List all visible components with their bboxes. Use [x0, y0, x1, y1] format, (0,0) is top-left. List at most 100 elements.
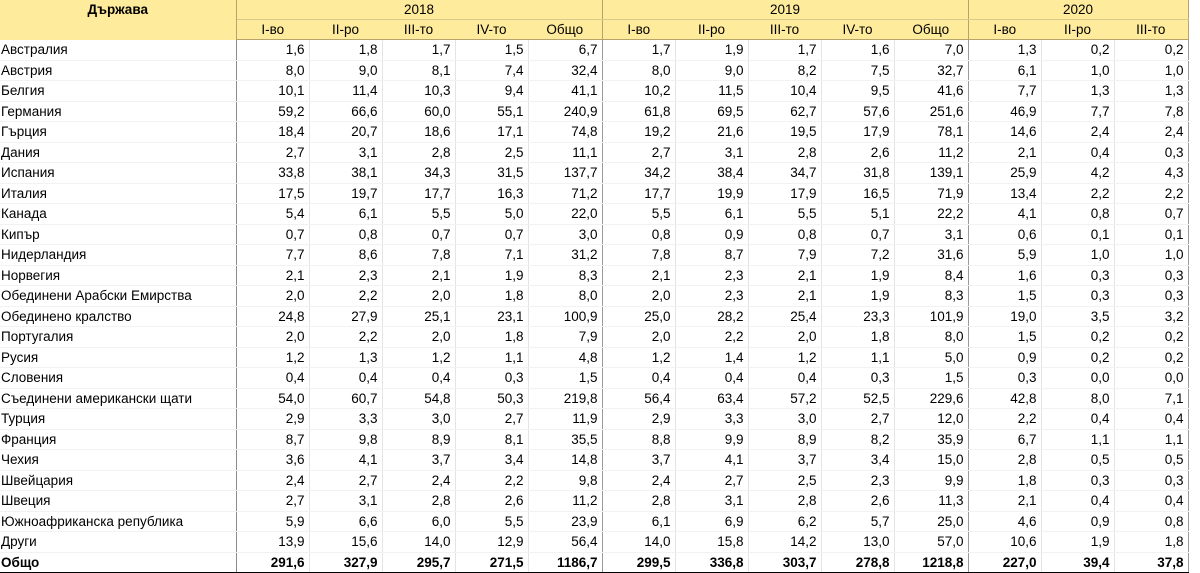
table-row: Швейцария 2,4 2,7 2,4 2,2 9,8 2,4 2,7 2,5 2,3 9,9 1… — [0, 470, 1189, 491]
value-cell: 46,9 — [968, 101, 1042, 122]
country-name: Австралия — [0, 39, 237, 61]
value-cell: 8,3 — [894, 285, 969, 307]
quarter-header: III-то — [748, 19, 822, 40]
value-cell: 3,0 — [382, 408, 456, 430]
value-cell: 2,8 — [968, 449, 1042, 471]
value-cell: 0,1 — [1114, 224, 1189, 245]
country-name: Нидерландия — [0, 244, 237, 266]
table-row: Дания 2,7 3,1 2,8 2,5 11,1 2,7 3,1 2,8 2,6 11,2 2,1… — [0, 142, 1189, 163]
value-cell: 1,9 — [675, 39, 749, 61]
value-cell: 327,9 — [309, 551, 383, 573]
value-cell: 2,8 — [382, 142, 456, 163]
value-cell: 14,0 — [602, 531, 676, 553]
country-name: Португалия — [0, 326, 237, 348]
value-cell: 6,0 — [382, 511, 456, 532]
value-cell: 2,2 — [968, 408, 1042, 430]
value-cell: 2,1 — [968, 490, 1042, 512]
value-cell: 60,0 — [382, 101, 456, 122]
value-cell: 1,5 — [968, 285, 1042, 307]
value-cell: 2,6 — [455, 490, 529, 512]
value-cell: 16,3 — [455, 183, 529, 204]
value-cell: 14,8 — [528, 449, 603, 471]
value-cell: 17,9 — [821, 121, 895, 143]
value-cell: 0,4 — [382, 367, 456, 389]
value-cell: 6,6 — [309, 511, 383, 532]
value-cell: 2,9 — [602, 408, 676, 430]
value-cell: 101,9 — [894, 306, 969, 327]
value-cell: 10,1 — [236, 80, 310, 102]
value-cell: 1,2 — [748, 347, 822, 368]
total-column-header: Общо — [528, 19, 603, 40]
table-row: Съединени американски щати 54,0 60,7 54,8 50… — [0, 388, 1189, 409]
table-row: Обединено кралство 24,8 27,9 25,1 23,1 100,9 2… — [0, 306, 1189, 327]
value-cell: 8,0 — [894, 326, 969, 348]
value-cell: 1,7 — [602, 39, 676, 61]
value-cell: 303,7 — [748, 551, 822, 573]
value-cell: 21,6 — [675, 121, 749, 143]
value-cell: 14,0 — [382, 531, 456, 553]
value-cell: 2,0 — [236, 326, 310, 348]
value-cell: 2,2 — [309, 326, 383, 348]
value-cell: 3,2 — [1114, 306, 1189, 327]
value-cell: 0,3 — [1041, 285, 1115, 307]
country-name: Испания — [0, 162, 237, 184]
value-cell: 11,2 — [894, 142, 969, 163]
quarter-header: I-во — [968, 19, 1042, 40]
value-cell: 1,3 — [309, 347, 383, 368]
value-cell: 0,4 — [1114, 408, 1189, 430]
value-cell: 0,4 — [748, 367, 822, 389]
value-cell: 25,0 — [894, 511, 969, 532]
value-cell: 4,1 — [309, 449, 383, 471]
value-cell: 2,2 — [455, 470, 529, 491]
value-cell: 2,3 — [821, 470, 895, 491]
value-cell: 8,1 — [455, 429, 529, 450]
value-cell: 2,1 — [968, 142, 1042, 163]
value-cell: 5,9 — [236, 511, 310, 532]
value-cell: 2,2 — [675, 326, 749, 348]
value-cell: 0,3 — [455, 367, 529, 389]
value-cell: 16,5 — [821, 183, 895, 204]
value-cell: 2,8 — [748, 142, 822, 163]
value-cell: 19,5 — [748, 121, 822, 143]
value-cell: 1,3 — [968, 39, 1042, 61]
value-cell: 74,8 — [528, 121, 603, 143]
value-cell: 2,9 — [236, 408, 310, 430]
table-row: Нидерландия 7,7 8,6 7,8 7,1 31,2 7,8 8,7 7,9 7,2 3… — [0, 244, 1189, 266]
value-cell: 240,9 — [528, 101, 603, 122]
value-cell: 54,8 — [382, 388, 456, 409]
value-cell: 2,2 — [1114, 183, 1189, 204]
value-cell: 3,6 — [236, 449, 310, 471]
value-cell: 31,6 — [894, 244, 969, 266]
value-cell: 1,5 — [528, 367, 603, 389]
country-name: Гърция — [0, 121, 237, 143]
quarter-header: III-то — [382, 19, 455, 40]
value-cell: 139,1 — [894, 162, 969, 184]
value-cell: 38,4 — [675, 162, 749, 184]
value-cell: 8,0 — [236, 60, 310, 81]
value-cell: 2,4 — [236, 470, 310, 491]
value-cell: 8,3 — [528, 265, 603, 286]
value-cell: 3,4 — [821, 449, 895, 471]
value-cell: 8,7 — [675, 244, 749, 266]
value-cell: 7,0 — [894, 39, 969, 61]
value-cell: 57,0 — [894, 531, 969, 553]
value-cell: 9,0 — [675, 60, 749, 81]
value-cell: 0,7 — [236, 224, 310, 245]
value-cell: 1,1 — [1041, 429, 1115, 450]
value-cell: 2,7 — [455, 408, 529, 430]
value-cell: 1,0 — [1041, 60, 1115, 81]
table-row: Австрия 8,0 9,0 8,1 7,4 32,4 8,0 9,0 8,2 7,5 32,7 6… — [0, 60, 1189, 81]
value-cell: 0,5 — [1114, 449, 1189, 471]
value-cell: 11,9 — [528, 408, 603, 430]
value-cell: 23,9 — [528, 511, 603, 532]
value-cell: 35,5 — [528, 429, 603, 450]
value-cell: 2,3 — [675, 285, 749, 307]
value-cell: 271,5 — [455, 551, 529, 573]
value-cell: 8,9 — [382, 429, 456, 450]
value-cell: 1,1 — [455, 347, 529, 368]
table-row: Франция 8,7 9,8 8,9 8,1 35,5 8,8 9,9 8,9 8,2 35,9 6… — [0, 429, 1189, 450]
value-cell: 54,0 — [236, 388, 310, 409]
value-cell: 0,4 — [1041, 408, 1115, 430]
value-cell: 1,8 — [309, 39, 383, 61]
value-cell: 5,5 — [382, 203, 456, 225]
